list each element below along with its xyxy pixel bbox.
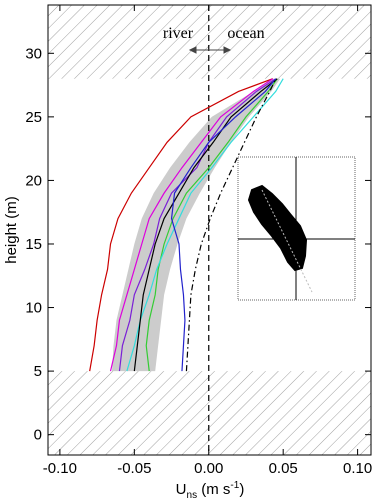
annotation: river (163, 25, 194, 42)
y-tick-label: 25 (25, 109, 42, 126)
y-tick-label: 15 (25, 236, 42, 253)
inset-cloud (247, 184, 308, 272)
x-tick-label: -0.10 (43, 460, 77, 477)
y-axis-label: height (m) (3, 196, 20, 264)
x-tick-label: -0.05 (117, 460, 151, 477)
y-tick-label: 10 (25, 300, 42, 317)
profile-line (89, 78, 273, 372)
y-tick-label: 0 (34, 427, 42, 444)
inset-fit-line (261, 189, 313, 293)
hatch-zone (48, 5, 371, 79)
x-tick-label: 0.05 (269, 460, 298, 477)
x-axis-label: Uns (m s-1) (176, 480, 245, 500)
profile-line (133, 78, 278, 372)
profile-line (170, 78, 277, 372)
profile-line (109, 78, 274, 372)
x-label-part: ns (187, 490, 198, 500)
y-tick-label: 30 (25, 45, 42, 62)
x-label-part: ) (239, 481, 244, 498)
y-tick-label: 20 (25, 172, 42, 189)
profile-line (185, 78, 277, 372)
hatch-zone (48, 371, 371, 455)
y-tick-label: 5 (34, 363, 42, 380)
x-tick-label: 0.00 (194, 460, 223, 477)
profile-line (118, 78, 277, 372)
x-tick-label: 0.10 (343, 460, 372, 477)
plot-area (48, 5, 371, 455)
profile-line (145, 78, 278, 372)
inset (237, 156, 356, 301)
plot-frame (47, 4, 372, 456)
annotation: ocean (227, 25, 264, 42)
x-label-part: (m s (197, 481, 230, 498)
x-label-part: -1 (230, 480, 239, 491)
annotation-arrow (188, 46, 232, 54)
x-label-part: U (176, 481, 187, 498)
